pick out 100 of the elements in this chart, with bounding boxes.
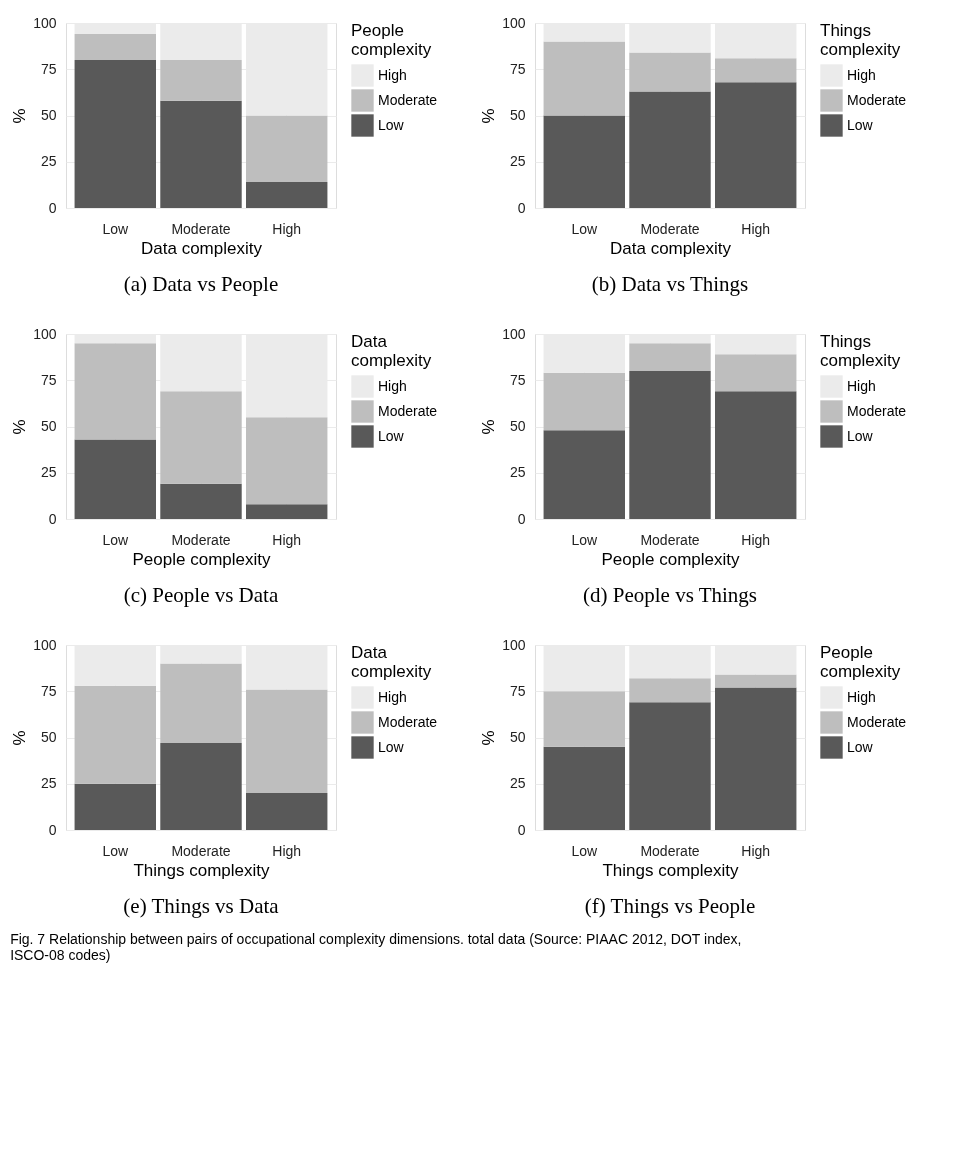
x-tick-label: Moderate (640, 531, 700, 548)
bar (246, 504, 328, 519)
bar (160, 100, 242, 208)
y-tick-label: 0 (48, 510, 57, 527)
x-tick-label: Moderate (171, 531, 231, 548)
y-tick-label: 100 (502, 636, 526, 653)
bar (715, 391, 797, 519)
text: (a) Data vs People (123, 272, 279, 296)
text: Moderate (378, 402, 438, 419)
y-tick-label: 75 (40, 60, 57, 77)
y-tick-label: 50 (40, 729, 57, 745)
bar (160, 663, 242, 744)
y-tick-label: 100 (33, 325, 57, 342)
legend-title: Data complexity (351, 643, 432, 681)
bar (160, 60, 242, 101)
y-tick-label: 0 (517, 199, 526, 216)
y-tick-label: 25 (509, 775, 526, 792)
y-tick-label: 100 (33, 14, 57, 31)
x-tick-label: High (272, 531, 302, 548)
bar (74, 343, 156, 440)
x-axis-title: Data complexity (141, 238, 263, 258)
text: Low (847, 427, 874, 444)
bar (74, 685, 156, 784)
bar (543, 372, 625, 431)
y-tick-label: 25 (40, 775, 57, 792)
x-tick-label: Moderate (640, 842, 700, 859)
text: High (378, 377, 407, 394)
caption: Fig. 7 Relationship between pairs of occupational complexity dimensions. total data (Source: PIAAC 2012, DOT index, ISCO-08 codes) (10, 930, 742, 963)
bar (715, 82, 797, 208)
y-tick-label: 50 (509, 418, 526, 434)
text: (e) Things vs Data (123, 894, 280, 918)
y-tick-label: 50 (40, 418, 57, 434)
bar (74, 60, 156, 208)
legend-label: Low (847, 738, 874, 755)
bar (715, 674, 797, 688)
y-tick-label: 0 (48, 821, 57, 838)
y-tick-label: 25 (40, 153, 57, 170)
y-tick-label: 100 (502, 325, 526, 342)
y-tick-label: 0 (48, 199, 57, 216)
x-tick-label: Moderate (171, 842, 231, 859)
y-tick-label: 25 (40, 464, 57, 481)
y-tick-label: 100 (33, 636, 57, 653)
legend-label: High (378, 688, 407, 705)
y-tick-label: 25 (509, 153, 526, 170)
y-axis-title: % (10, 108, 30, 124)
legend-label: Low (378, 738, 405, 755)
y-axis-title: % (479, 419, 499, 435)
x-tick-label: Low (102, 842, 130, 859)
x-axis-title: Things complexity (602, 860, 740, 880)
bar (715, 58, 797, 83)
y-tick-label: 50 (40, 107, 57, 123)
y-tick-label: 100 (502, 14, 526, 31)
y-tick-label: 0 (517, 821, 526, 838)
bar (543, 41, 625, 116)
legend-title: People complexity (820, 643, 901, 681)
bar (74, 439, 156, 519)
text: (f) Things vs People (584, 894, 756, 918)
x-tick-label: Low (571, 220, 599, 237)
y-tick-label: 75 (509, 682, 526, 699)
bar (715, 687, 797, 830)
x-tick-label: Low (102, 531, 130, 548)
x-axis-title: People complexity (601, 549, 740, 569)
y-axis-title: % (10, 419, 30, 435)
y-tick-label: 25 (509, 464, 526, 481)
bar (246, 417, 328, 505)
y-tick-label: 0 (517, 510, 526, 527)
legend-label: Moderate (847, 91, 907, 108)
text: (b) Data vs Things (591, 272, 749, 296)
legend-title: Data complexity (351, 332, 432, 370)
x-axis-title: Things complexity (133, 860, 271, 880)
y-tick-label: 75 (40, 371, 57, 388)
legend-label: High (847, 66, 876, 83)
x-tick-label: High (741, 842, 771, 859)
x-tick-label: High (741, 220, 771, 237)
bar (629, 343, 711, 371)
bar (246, 793, 328, 830)
x-tick-label: Moderate (640, 220, 700, 237)
legend-title: Things complexity (820, 332, 901, 370)
legend-label: High (378, 66, 407, 83)
text: (d) People vs Things (582, 583, 758, 607)
x-tick-label: High (272, 842, 302, 859)
bar (74, 34, 156, 60)
bar (74, 783, 156, 830)
bar (629, 91, 711, 208)
bar (629, 702, 711, 830)
legend-title: People complexity (351, 21, 432, 59)
text: (c) People vs Data (123, 583, 279, 607)
legend-label: Moderate (378, 91, 438, 108)
text: Low (378, 427, 405, 444)
x-tick-label: Low (571, 842, 599, 859)
y-tick-label: 50 (509, 729, 526, 745)
y-axis-title: % (479, 730, 499, 746)
legend-label: High (847, 688, 876, 705)
x-tick-label: Low (102, 220, 130, 237)
y-tick-label: 75 (509, 371, 526, 388)
bar (246, 689, 328, 793)
bar (629, 371, 711, 519)
bar (160, 391, 242, 484)
x-axis-title: Data complexity (610, 238, 732, 258)
bar (543, 746, 625, 830)
